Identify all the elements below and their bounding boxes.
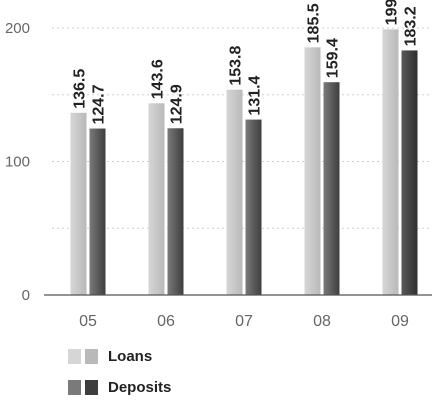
y-tick-label-0: 0 (22, 287, 30, 304)
x-tick-label-08: 08 (313, 313, 331, 330)
bar-deposits-07 (245, 119, 262, 296)
legend-swatch-loans-light (68, 348, 81, 364)
bar-deposits-09 (401, 50, 418, 295)
x-tick-label-09: 09 (391, 313, 409, 330)
y-tick-label-200: 200 (5, 20, 30, 37)
legend-swatch-deposits-dark (85, 379, 98, 395)
bar-deposits-06 (167, 128, 184, 295)
data-label-deposits-05: 124.7 (91, 84, 108, 124)
bar-loans-05 (70, 112, 87, 296)
bar-loans-06 (148, 103, 165, 295)
bar-loans-07 (226, 89, 243, 295)
data-label-loans-06: 143.6 (150, 59, 167, 99)
data-label-deposits-09: 183.2 (403, 6, 420, 46)
data-label-deposits-07: 131.4 (247, 75, 264, 115)
legend-item-deposits: Deposits (68, 377, 171, 397)
legend-swatch-loans-dark (85, 348, 98, 364)
legend-swatch-deposits-light (68, 379, 81, 395)
legend-label-deposits: Deposits (108, 378, 172, 396)
bars-layer (70, 29, 418, 296)
data-label-loans-09: 199.0 (384, 0, 401, 25)
y-tick-label-100: 100 (5, 154, 30, 171)
x-tick-label-07: 07 (235, 313, 253, 330)
legend-label-loans: Loans (108, 347, 153, 365)
data-label-loans-07: 153.8 (228, 46, 245, 86)
x-tick-label-05: 05 (79, 313, 97, 330)
data-label-deposits-06: 124.9 (169, 84, 186, 124)
bar-deposits-05 (89, 128, 106, 295)
bar-deposits-08 (323, 82, 340, 296)
x-tick-label-06: 06 (157, 313, 175, 330)
axis-layer: 0 100 200 05 06 07 08 09 (5, 20, 432, 330)
bar-loans-09 (382, 29, 399, 296)
legend: Loans Deposits (68, 346, 171, 408)
data-label-loans-05: 136.5 (72, 69, 89, 109)
bar-loans-08 (304, 47, 321, 295)
legend-item-loans: Loans (68, 346, 171, 366)
data-label-deposits-08: 159.4 (325, 38, 342, 78)
data-label-loans-08: 185.5 (306, 3, 323, 43)
